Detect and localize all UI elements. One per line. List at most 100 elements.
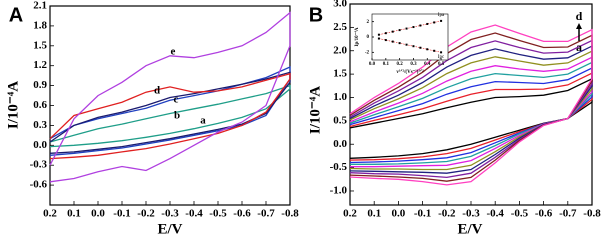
- curve: [49, 84, 291, 148]
- point: [433, 21, 436, 24]
- x-tick-label: 0.0: [392, 207, 406, 219]
- x-tick-label: -0.7: [257, 207, 275, 219]
- point: [433, 49, 436, 52]
- point: [377, 37, 380, 40]
- arrow-head: [576, 23, 582, 29]
- y-tick-label: 2: [367, 20, 370, 25]
- x-tick-label: -0.3: [161, 207, 179, 219]
- panel: 0.0 0.1 0.2 0.3 0.4 0.5 -2 0 2 Ipa Ipc v¹ᐟ²/(Vs⁻¹)¹…: [354, 13, 449, 75]
- curve: [49, 66, 291, 156]
- y-tick-label: 3.0: [333, 0, 347, 10]
- y-tick-label: 0.0: [333, 138, 347, 150]
- point: [398, 29, 401, 32]
- x-axis-title: E/V: [457, 221, 482, 237]
- y-tick-label: -1.0: [330, 185, 348, 197]
- x-tick-label: -0.5: [511, 207, 529, 219]
- x-tick-label: 0.1: [67, 207, 81, 219]
- x-tick-label: 0.0: [369, 62, 376, 67]
- curve: [378, 38, 442, 53]
- x-tick-label: -0.1: [113, 207, 130, 219]
- point: [412, 45, 415, 48]
- panel-label: B: [309, 4, 323, 26]
- y-tick-label: -0.6: [30, 179, 48, 191]
- x-tick-label: -0.4: [185, 207, 203, 219]
- y-tick-label: 1.8: [33, 19, 47, 31]
- curve-label: c: [174, 94, 179, 106]
- point: [426, 48, 429, 51]
- inset-background: [372, 14, 448, 60]
- curve: [49, 11, 291, 183]
- curve: [49, 72, 291, 160]
- point: [391, 30, 394, 33]
- x-tick-label: -0.8: [583, 207, 601, 219]
- panel: 0.2 0.1 0.0 -0.1 -0.2 -0.3 -0.4 -0.5 -0.6 -0.7 -0.…: [5, 0, 299, 237]
- point: [419, 24, 422, 27]
- y-tick-label: 1.2: [33, 59, 47, 71]
- x-tick-label: -0.2: [438, 207, 456, 219]
- point: [384, 32, 387, 35]
- point: [426, 22, 429, 25]
- y-tick-label: 0.5: [333, 114, 347, 126]
- curve: [378, 20, 442, 35]
- x-tick-label: 0.5: [438, 62, 445, 67]
- curve-label: a: [200, 115, 206, 127]
- x-tick-label: 0.2: [43, 207, 57, 219]
- curve: [349, 56, 593, 168]
- x-tick-label: -0.6: [233, 207, 251, 219]
- y-axis-title: Ip/10⁻⁴A: [354, 27, 360, 46]
- x-tick-label: 0.1: [383, 62, 390, 67]
- x-axis-title: v¹ᐟ²/(Vs⁻¹)¹ᐟ²: [396, 69, 424, 75]
- x-tick-label: 0.3: [410, 62, 417, 67]
- y-tick-label: -0.5: [330, 161, 348, 173]
- x-tick-label: -0.4: [486, 207, 504, 219]
- point: [398, 42, 401, 45]
- x-tick-label: 0.2: [397, 62, 404, 67]
- x-tick-label: 0.1: [367, 207, 381, 219]
- curve-label: b: [174, 110, 180, 122]
- point: [412, 26, 415, 29]
- point: [440, 51, 443, 54]
- y-tick-label: 1.5: [33, 39, 47, 51]
- curve-label: Ipc: [438, 55, 445, 60]
- x-tick-label: -0.1: [414, 207, 431, 219]
- x-tick-label: -0.7: [559, 207, 577, 219]
- y-tick-label: 2.0: [333, 44, 347, 56]
- curve-label: e: [171, 46, 176, 58]
- y-tick-label: 0.9: [33, 79, 47, 91]
- point: [384, 39, 387, 42]
- annotation: a: [576, 40, 582, 54]
- annotation: d: [576, 9, 583, 23]
- y-tick-label: 0.6: [33, 99, 47, 111]
- panel-label: A: [9, 4, 23, 26]
- y-tick-label: 2.5: [333, 21, 347, 33]
- x-tick-label: 0.0: [91, 207, 105, 219]
- point: [405, 27, 408, 30]
- y-axis-title: I/10⁻⁴A: [5, 81, 21, 129]
- y-tick-label: 1.5: [333, 68, 347, 80]
- y-tick-label: 0: [367, 35, 370, 40]
- point: [405, 43, 408, 46]
- point: [440, 19, 443, 22]
- point: [419, 46, 422, 49]
- x-tick-label: 0.2: [343, 207, 357, 219]
- x-tick-label: 0.4: [424, 62, 431, 67]
- x-tick-label: -0.8: [281, 207, 299, 219]
- y-tick-label: -2: [365, 50, 370, 55]
- x-tick-label: -0.6: [535, 207, 553, 219]
- x-axis-title: E/V: [157, 221, 182, 237]
- y-tick-label: 0.0: [33, 139, 47, 151]
- x-tick-label: -0.2: [137, 207, 155, 219]
- y-tick-label: 0.3: [33, 119, 47, 131]
- curve-label: d: [154, 85, 160, 97]
- y-tick-label: -0.3: [30, 159, 48, 171]
- x-tick-label: -0.3: [462, 207, 480, 219]
- panel: 0.2 0.1 0.0 -0.1 -0.2 -0.3 -0.4 -0.5 -0.6 -0.7 -0.…: [307, 0, 601, 237]
- point: [391, 40, 394, 43]
- y-axis-title: I/10⁻⁴A: [307, 86, 323, 134]
- y-tick-label: 2.1: [33, 0, 47, 12]
- x-tick-label: -0.5: [209, 207, 227, 219]
- point: [377, 33, 380, 36]
- y-tick-label: 1.0: [333, 91, 347, 103]
- curve-label: Ipa: [438, 13, 445, 18]
